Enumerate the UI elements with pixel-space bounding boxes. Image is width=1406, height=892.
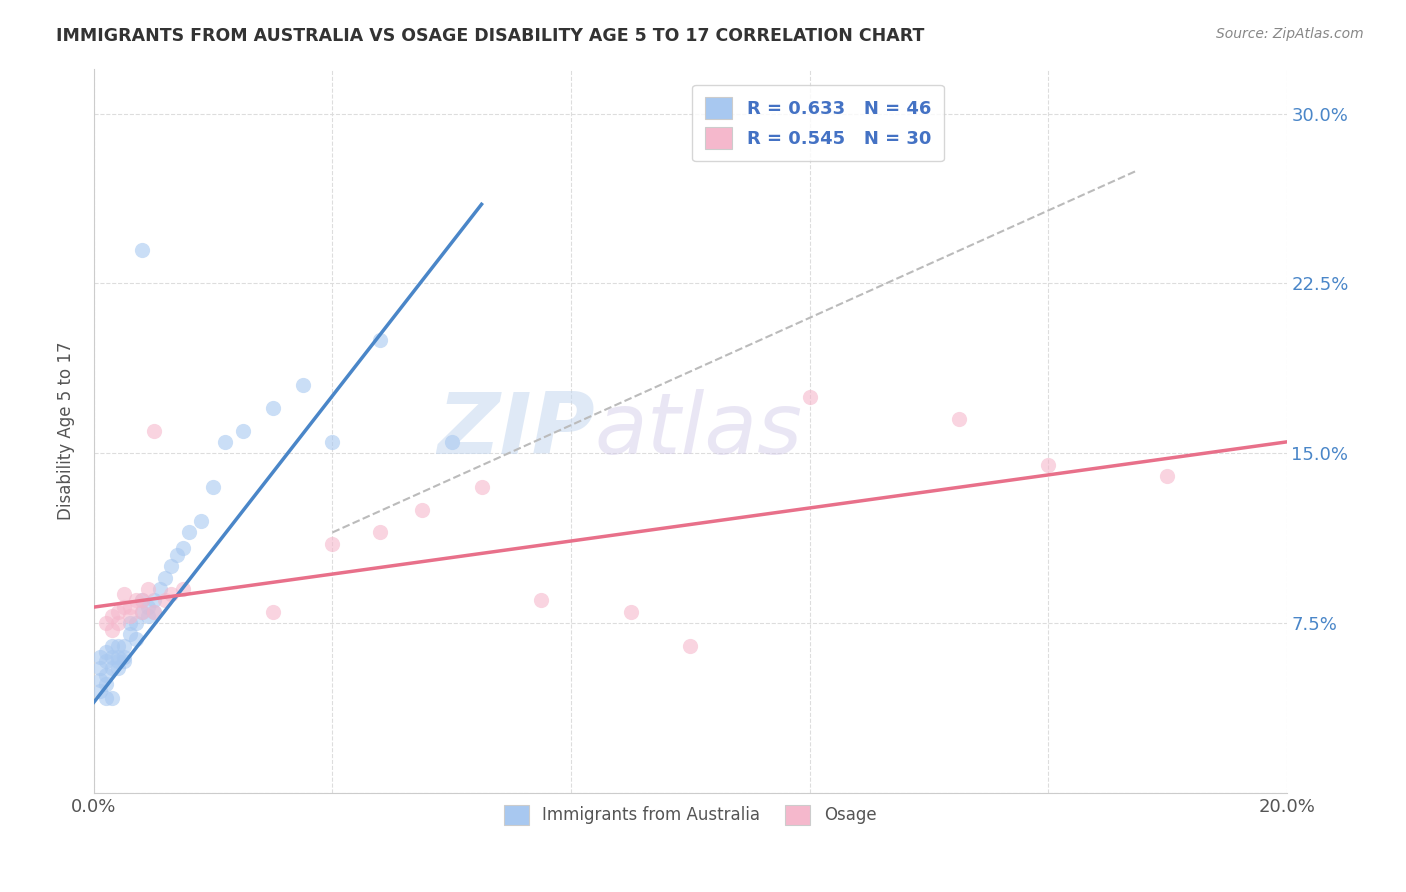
Point	[94, 668, 117, 682]
Point	[179, 525, 201, 540]
Point	[291, 378, 314, 392]
Point	[136, 600, 159, 615]
Point	[118, 615, 141, 630]
Text: ZIP: ZIP	[437, 389, 595, 472]
Point	[530, 593, 553, 607]
Point	[131, 243, 153, 257]
Point	[440, 434, 463, 449]
Legend: Immigrants from Australia, Osage: Immigrants from Australia, Osage	[494, 795, 886, 835]
Point	[155, 571, 177, 585]
Point	[118, 600, 141, 615]
Point	[166, 548, 188, 562]
Point	[142, 593, 165, 607]
Point	[620, 605, 643, 619]
Text: Source: ZipAtlas.com: Source: ZipAtlas.com	[1216, 27, 1364, 41]
Point	[112, 600, 135, 615]
Point	[94, 645, 117, 659]
Point	[155, 593, 177, 607]
Text: atlas: atlas	[595, 389, 803, 472]
Point	[112, 649, 135, 664]
Point	[101, 639, 124, 653]
Point	[142, 605, 165, 619]
Point	[131, 593, 153, 607]
Point	[89, 649, 111, 664]
Point	[101, 649, 124, 664]
Point	[1036, 458, 1059, 472]
Point	[112, 639, 135, 653]
Point	[214, 434, 236, 449]
Point	[112, 654, 135, 668]
Point	[107, 605, 129, 619]
Point	[112, 586, 135, 600]
Point	[94, 615, 117, 630]
Point	[679, 639, 702, 653]
Point	[131, 605, 153, 619]
Point	[131, 605, 153, 619]
Point	[124, 615, 146, 630]
Point	[368, 333, 391, 347]
Point	[107, 654, 129, 668]
Point	[124, 632, 146, 646]
Point	[411, 503, 433, 517]
Point	[160, 586, 183, 600]
Point	[94, 677, 117, 691]
Point	[799, 390, 821, 404]
Point	[160, 559, 183, 574]
Point	[1156, 468, 1178, 483]
Point	[118, 609, 141, 624]
Point	[94, 654, 117, 668]
Point	[262, 401, 284, 415]
Point	[321, 434, 343, 449]
Text: IMMIGRANTS FROM AUSTRALIA VS OSAGE DISABILITY AGE 5 TO 17 CORRELATION CHART: IMMIGRANTS FROM AUSTRALIA VS OSAGE DISAB…	[56, 27, 925, 45]
Point	[101, 609, 124, 624]
Point	[89, 661, 111, 675]
Point	[107, 615, 129, 630]
Point	[368, 525, 391, 540]
Point	[89, 683, 111, 698]
Point	[124, 593, 146, 607]
Point	[321, 537, 343, 551]
Point	[89, 673, 111, 687]
Point	[262, 605, 284, 619]
Point	[172, 582, 194, 596]
Point	[101, 623, 124, 637]
Point	[948, 412, 970, 426]
Point	[148, 582, 170, 596]
Point	[136, 582, 159, 596]
Y-axis label: Disability Age 5 to 17: Disability Age 5 to 17	[58, 342, 75, 520]
Point	[107, 661, 129, 675]
Point	[202, 480, 225, 494]
Point	[107, 649, 129, 664]
Point	[172, 541, 194, 556]
Point	[118, 627, 141, 641]
Point	[190, 514, 212, 528]
Point	[94, 690, 117, 705]
Point	[131, 593, 153, 607]
Point	[470, 480, 492, 494]
Point	[136, 609, 159, 624]
Point	[232, 424, 254, 438]
Point	[142, 605, 165, 619]
Point	[101, 690, 124, 705]
Point	[142, 424, 165, 438]
Point	[101, 661, 124, 675]
Point	[107, 639, 129, 653]
